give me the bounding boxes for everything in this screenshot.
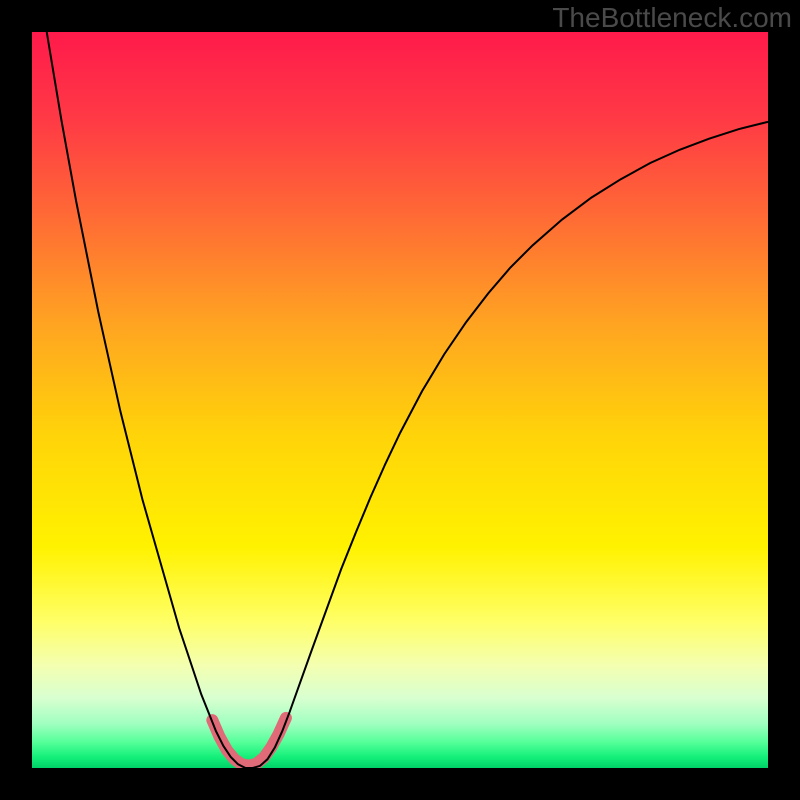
chart-background: [32, 32, 768, 768]
bottleneck-chart: [32, 32, 768, 768]
watermark-text: TheBottleneck.com: [552, 2, 792, 34]
chart-svg: [32, 32, 768, 768]
